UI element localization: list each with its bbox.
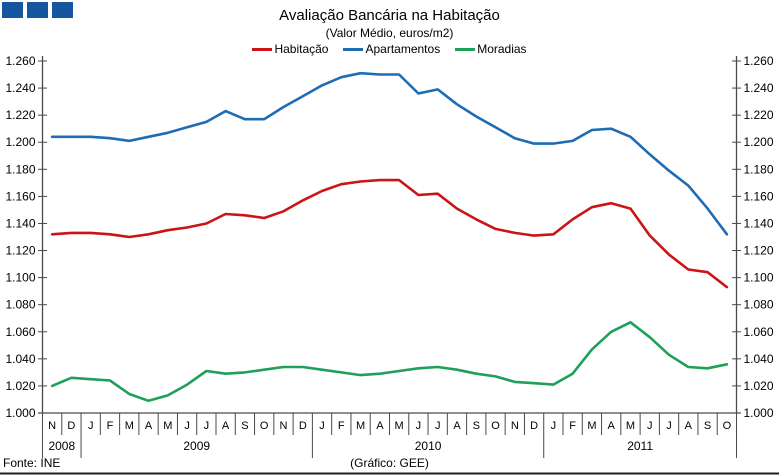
- month-label: J: [416, 420, 422, 432]
- month-label: J: [88, 420, 94, 432]
- legend-swatch: [252, 47, 273, 51]
- month-label: J: [204, 420, 210, 432]
- year-label: 2010: [415, 439, 442, 453]
- y-tick-label-right: 1.060: [744, 325, 774, 339]
- logo-square: [2, 2, 23, 18]
- month-label: J: [551, 420, 557, 432]
- month-label: J: [647, 420, 653, 432]
- y-tick-label-left: 1.240: [5, 81, 35, 95]
- month-label: J: [666, 420, 672, 432]
- legend-swatch: [455, 47, 476, 51]
- y-tick-label-right: 1.160: [744, 189, 774, 203]
- month-label: N: [280, 420, 288, 432]
- legend-item-2: Moradias: [455, 42, 527, 56]
- legend-label: Habitação: [274, 42, 329, 56]
- y-tick-label-right: 1.080: [744, 298, 774, 312]
- legend-swatch: [343, 47, 364, 51]
- y-tick-label-left: 1.200: [5, 135, 35, 149]
- month-label: N: [48, 420, 56, 432]
- year-label: 2009: [183, 439, 210, 453]
- y-tick-label-right: 1.040: [744, 352, 774, 366]
- month-label: N: [511, 420, 519, 432]
- series-line-1: [50, 71, 729, 236]
- legend-item-0: Habitação: [252, 42, 328, 56]
- month-label: D: [299, 420, 307, 432]
- y-tick-label-left: 1.260: [5, 54, 35, 68]
- y-tick-label-right: 1.240: [744, 81, 774, 95]
- y-tick-label-right: 1.120: [744, 244, 774, 258]
- month-label: A: [453, 420, 461, 432]
- y-tick-label-right: 1.200: [744, 135, 774, 149]
- chart-subtitle: (Valor Médio, euros/m2): [325, 26, 454, 40]
- month-label: S: [704, 420, 711, 432]
- month-label: O: [260, 420, 269, 432]
- y-tick-label-left: 1.080: [5, 298, 35, 312]
- y-tick-label-left: 1.060: [5, 325, 35, 339]
- y-tick-label-right: 1.180: [744, 162, 774, 176]
- legend-item-1: Apartamentos: [343, 42, 440, 56]
- chart-title: Avaliação Bancária na Habitação: [279, 7, 500, 24]
- source-note: Fonte: INE: [3, 456, 61, 470]
- month-label: O: [491, 420, 500, 432]
- legend-label: Moradias: [477, 42, 527, 56]
- month-label: J: [435, 420, 441, 432]
- month-label: F: [107, 420, 114, 432]
- month-label: A: [376, 420, 384, 432]
- series-line-2: [50, 320, 729, 403]
- month-label: D: [67, 420, 75, 432]
- month-label: F: [338, 420, 345, 432]
- month-label: S: [241, 420, 248, 432]
- y-tick-label-left: 1.100: [5, 271, 35, 285]
- y-tick-label-left: 1.000: [5, 406, 35, 420]
- legend: Habitação Apartamentos Moradias: [0, 42, 779, 56]
- credit-note: (Gráfico: GEE): [350, 456, 429, 470]
- y-tick-label-left: 1.160: [5, 189, 35, 203]
- y-tick-label-right: 1.140: [744, 216, 774, 230]
- y-tick-label-left: 1.140: [5, 216, 35, 230]
- month-label: A: [222, 420, 230, 432]
- year-label: 2008: [48, 439, 75, 453]
- y-tick-label-left: 1.020: [5, 379, 35, 393]
- month-label: J: [319, 420, 325, 432]
- month-label: M: [587, 420, 596, 432]
- y-tick-label-left: 1.220: [5, 108, 35, 122]
- year-label: 2011: [627, 439, 653, 453]
- month-label: S: [473, 420, 480, 432]
- month-label: M: [626, 420, 635, 432]
- month-label: J: [184, 420, 190, 432]
- y-tick-label-left: 1.180: [5, 162, 35, 176]
- y-tick-label-left: 1.120: [5, 244, 35, 258]
- month-label: M: [395, 420, 404, 432]
- month-label: O: [723, 420, 732, 432]
- month-label: A: [608, 420, 616, 432]
- y-tick-label-right: 1.020: [744, 379, 774, 393]
- y-tick-label-left: 1.040: [5, 352, 35, 366]
- legend-label: Apartamentos: [365, 42, 441, 56]
- y-tick-label-right: 1.100: [744, 271, 774, 285]
- y-tick-label-right: 1.260: [744, 54, 774, 68]
- logo-square: [52, 2, 73, 18]
- logo-squares: [2, 2, 73, 18]
- y-tick-label-right: 1.220: [744, 108, 774, 122]
- logo-square: [27, 2, 48, 18]
- month-label: F: [569, 420, 576, 432]
- month-label: M: [125, 420, 134, 432]
- month-label: A: [145, 420, 153, 432]
- month-label: M: [356, 420, 365, 432]
- month-label: D: [530, 420, 538, 432]
- y-tick-label-right: 1.000: [744, 406, 774, 420]
- month-label: M: [163, 420, 172, 432]
- month-label: A: [685, 420, 693, 432]
- series-line-0: [50, 178, 729, 289]
